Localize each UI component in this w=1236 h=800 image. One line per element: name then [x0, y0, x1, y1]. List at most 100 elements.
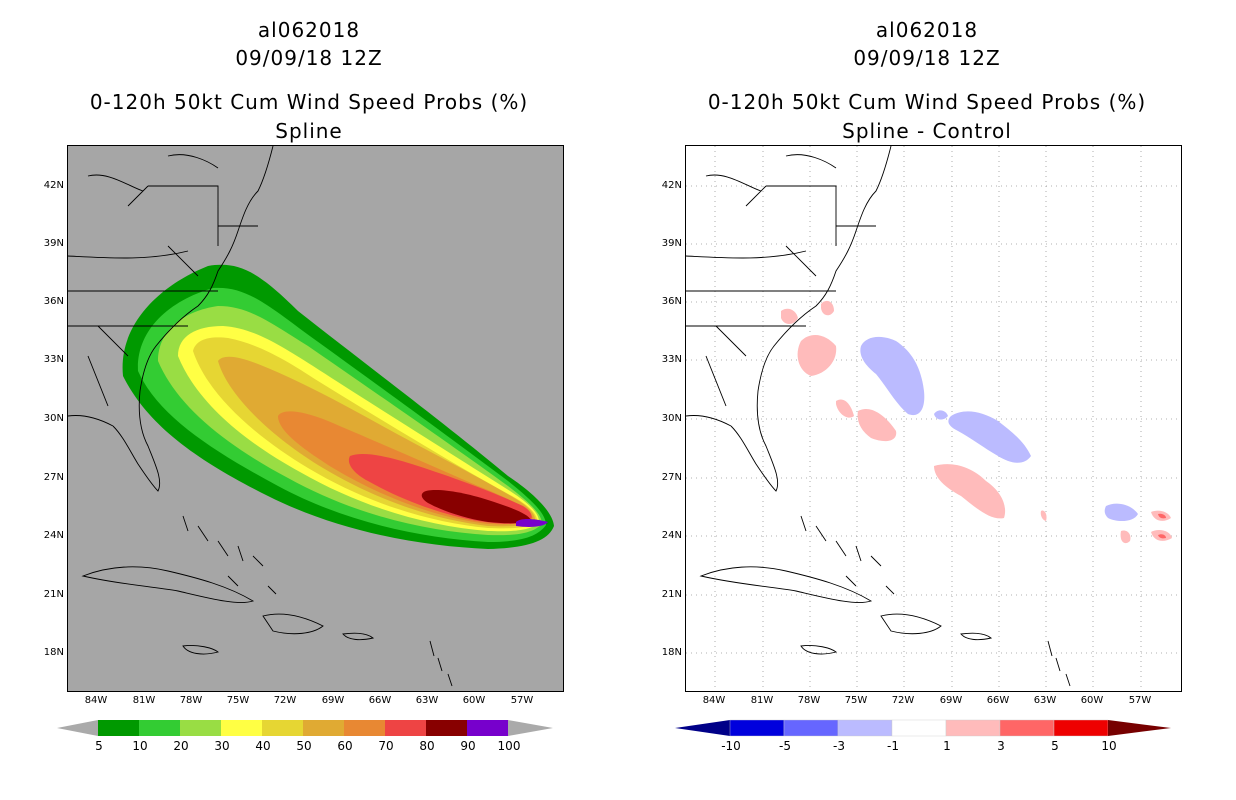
colorbar-swatch: [262, 720, 303, 736]
lat-label: 33N: [43, 354, 64, 365]
colorbar-arrow-high: [1108, 720, 1171, 736]
colorbar-label: 10: [132, 739, 148, 753]
lon-label: 72W: [273, 695, 297, 706]
lat-label: 21N: [43, 589, 64, 600]
colorbar-label: -1: [887, 739, 899, 753]
method-title: Spline - Control: [842, 119, 1012, 143]
diff-positive-blob: [934, 464, 1006, 519]
colorbar-swatch: [1053, 719, 1109, 737]
datetime: 09/09/18 12Z: [853, 46, 1001, 70]
lat-label: 39N: [43, 238, 64, 249]
colorbar-swatch: [139, 720, 180, 736]
storm-id: al062018: [875, 18, 979, 42]
colorbar-swatch: [303, 720, 344, 736]
colorbar-swatch: [180, 720, 221, 736]
colorbar-label: 70: [378, 739, 394, 753]
colorbar-swatch: [426, 720, 467, 736]
lesser-antilles: [1047, 640, 1071, 687]
colorbar-swatch: [891, 719, 947, 737]
probability-map: [67, 145, 564, 692]
lon-label: 66W: [986, 695, 1010, 706]
lat-label: 27N: [43, 472, 64, 483]
datetime: 09/09/18 12Z: [235, 46, 383, 70]
colorbar-swatch: [98, 720, 139, 736]
lon-label: 57W: [510, 695, 534, 706]
colorbar-swatch: [467, 720, 508, 736]
diff-positive-blob: [821, 300, 834, 316]
lon-label: 63W: [1033, 695, 1057, 706]
colorbar-label: 50: [296, 739, 312, 753]
lon-label: 78W: [797, 695, 821, 706]
colorbar-label: 3: [997, 739, 1005, 753]
us-east-coast: [730, 146, 892, 492]
lon-label: 84W: [702, 695, 726, 706]
colorbar-label: 20: [173, 739, 189, 753]
colorbar-label: 30: [214, 739, 230, 753]
colorbar-swatch: [221, 720, 262, 736]
colorbar-label: 90: [460, 739, 476, 753]
lon-label: 63W: [415, 695, 439, 706]
lon-label: 81W: [132, 695, 156, 706]
diff-negative-blob: [934, 410, 948, 420]
colorbar-arrow-low: [57, 720, 98, 736]
diff-negative-blob: [1104, 503, 1138, 522]
lon-label: 69W: [939, 695, 963, 706]
diff-positive-core: [1158, 534, 1166, 539]
colorbar-label: -10: [721, 739, 741, 753]
lesser-antilles: [429, 640, 453, 687]
lat-label: 36N: [661, 296, 682, 307]
lon-label: 57W: [1128, 695, 1152, 706]
gulf-coast: [68, 415, 114, 427]
colorbar-label: 40: [255, 739, 271, 753]
diff-positive-blob: [1040, 510, 1047, 521]
colorbar-label: 100: [497, 739, 521, 753]
cuba: [81, 566, 255, 604]
lon-label: 75W: [844, 695, 868, 706]
colorbar-label: 5: [95, 739, 103, 753]
colorbar-swatch: [945, 719, 1001, 737]
bahamas: [800, 515, 895, 595]
state-borders: [686, 185, 876, 407]
colorbar-label: -5: [779, 739, 791, 753]
diff-positive-blob: [836, 399, 854, 418]
puerto-rico: [342, 632, 375, 641]
lon-label: 60W: [1080, 695, 1104, 706]
colorbar-label: 1: [943, 739, 951, 753]
lat-label: 30N: [43, 413, 64, 424]
right-panel: al062018 09/09/18 12Z 0-120h 50kt Cum Wi…: [618, 0, 1236, 800]
lat-label: 27N: [661, 472, 682, 483]
diff-positive-blob: [797, 334, 837, 376]
cuba: [699, 566, 873, 604]
hispaniola: [880, 613, 942, 635]
colorbar-label: -3: [833, 739, 845, 753]
colorbar-swatch: [783, 719, 839, 737]
lon-label: 69W: [321, 695, 345, 706]
lon-label: 81W: [750, 695, 774, 706]
lat-label: 24N: [43, 530, 64, 541]
lon-label: 66W: [368, 695, 392, 706]
colorbar-swatch: [385, 720, 426, 736]
lon-label: 84W: [84, 695, 108, 706]
colorbar-label: 5: [1051, 739, 1059, 753]
prob-band-80: [421, 490, 531, 524]
diff-negative-blob: [860, 336, 925, 416]
jamaica: [182, 645, 219, 655]
hispaniola: [262, 613, 324, 635]
jamaica: [800, 645, 837, 655]
great-lakes: [87, 154, 219, 192]
difference-map: [685, 145, 1182, 692]
colorbar-arrow-low: [675, 720, 730, 736]
colorbar-label: 80: [419, 739, 435, 753]
product-title: 0-120h 50kt Cum Wind Speed Probs (%): [707, 90, 1147, 114]
us-east-coast: [112, 146, 274, 492]
lat-label: 18N: [661, 647, 682, 658]
diff-positive-blob: [1120, 530, 1131, 544]
lat-label: 42N: [43, 180, 64, 191]
lon-label: 75W: [226, 695, 250, 706]
gulf-coast: [686, 415, 732, 427]
diff-positive-blob: [857, 408, 897, 442]
lat-label: 42N: [661, 180, 682, 191]
storm-id: al062018: [257, 18, 361, 42]
lon-label: 78W: [179, 695, 203, 706]
puerto-rico: [960, 632, 993, 641]
